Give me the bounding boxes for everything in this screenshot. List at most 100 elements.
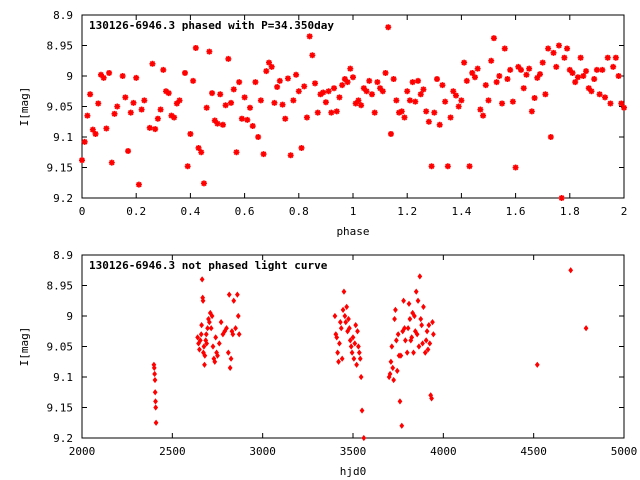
unphased-data-point <box>231 297 237 304</box>
phased-data-point <box>165 90 172 97</box>
unphased-data-point <box>387 370 393 378</box>
phased-data-point <box>314 109 321 116</box>
phased-data-point <box>602 94 609 101</box>
phased-data-point <box>295 88 302 95</box>
unphased-data-point <box>337 340 342 347</box>
phased-data-point <box>390 76 397 83</box>
phased-data-point <box>125 148 132 155</box>
unphased-data-point <box>230 331 236 338</box>
unphased-y-tick-label: 9 <box>66 310 73 323</box>
unphased-data-point <box>389 343 395 350</box>
unphased-data-point <box>226 291 232 298</box>
unphased-data-point <box>202 352 208 359</box>
unphased-data-point <box>398 352 404 359</box>
unphased-data-point <box>347 337 353 344</box>
unphased-data-point <box>346 315 351 323</box>
unphased-data-point <box>203 331 209 338</box>
phased-data-point <box>176 97 183 104</box>
phased-data-point <box>282 115 289 122</box>
unphased-data-point <box>416 343 422 350</box>
phased-data-point <box>553 63 560 70</box>
phased-data-point <box>339 82 346 89</box>
phased-chart-title: 130126-6946.3 phased with P=34.350day <box>89 19 334 32</box>
phased-data-point <box>558 195 565 201</box>
unphased-data-point <box>341 288 347 295</box>
unphased-data-point <box>350 334 356 341</box>
phased-data-point <box>350 74 356 81</box>
phased-x-tick-label: 2 <box>621 205 628 218</box>
unphased-y-tick-label: 8.95 <box>47 280 74 293</box>
phased-y-tick-label: 9.05 <box>47 101 74 114</box>
phased-data-point <box>401 114 408 121</box>
unphased-data-point <box>153 404 159 411</box>
unphased-data-point <box>393 337 399 344</box>
phased-data-point <box>385 24 392 31</box>
unphased-data-point <box>399 422 405 429</box>
phased-data-point <box>168 112 175 119</box>
phased-data-point <box>312 80 319 87</box>
unphased-x-tick-label: 5000 <box>611 445 638 458</box>
phased-data-point <box>160 66 167 73</box>
unphased-data-point <box>204 340 210 347</box>
unphased-data-point <box>419 322 425 329</box>
phased-data-point <box>268 63 275 70</box>
phased-data-point <box>488 57 495 64</box>
unphased-data-point <box>414 331 420 338</box>
phased-data-point <box>374 79 381 86</box>
unphased-data-point <box>339 355 345 362</box>
phased-data-point <box>219 121 226 128</box>
phased-data-point <box>610 63 617 70</box>
phased-x-tick-label: 0.4 <box>180 205 200 218</box>
unphased-data-point <box>340 306 346 313</box>
phased-data-point <box>504 76 511 83</box>
phased-data-point <box>108 159 115 166</box>
phased-data-point <box>328 109 335 116</box>
phased-data-point <box>341 76 348 83</box>
phased-data-point <box>236 79 243 86</box>
unphased-data-point <box>418 315 424 323</box>
unphased-data-point <box>568 267 574 274</box>
phased-data-point <box>466 163 473 170</box>
phased-data-point <box>439 82 446 89</box>
phased-data-point <box>377 85 384 92</box>
unphased-data-point <box>388 358 394 365</box>
phased-data-point <box>206 48 213 55</box>
phased-data-point <box>368 91 375 98</box>
unphased-data-point <box>334 334 340 341</box>
phased-data-point <box>588 88 595 95</box>
phased-data-point <box>531 94 538 101</box>
unphased-data-point <box>583 325 589 332</box>
unphased-data-point <box>332 312 338 320</box>
phased-data-point <box>133 74 140 81</box>
phased-data-point <box>111 110 118 117</box>
phased-data-point <box>515 63 522 70</box>
phased-data-point <box>333 108 340 115</box>
phased-data-point <box>230 86 237 93</box>
phased-data-point <box>485 97 492 104</box>
unphased-data-point <box>200 297 206 304</box>
phased-data-point <box>141 97 148 104</box>
phased-data-point <box>615 73 622 79</box>
phased-y-axis-label: I[mag] <box>18 87 31 127</box>
unphased-data-point <box>152 376 158 384</box>
unphased-data-point <box>152 370 158 378</box>
phased-data-point <box>119 73 126 79</box>
phased-data-point <box>379 88 386 95</box>
unphased-data-point <box>426 322 432 329</box>
phased-data-point <box>192 44 199 51</box>
phased-data-point <box>447 114 454 121</box>
unphased-y-tick-label: 9.1 <box>53 371 73 384</box>
unphased-data-point <box>427 340 433 347</box>
phased-data-point <box>203 104 210 111</box>
phased-y-tick-label: 9.15 <box>47 162 74 175</box>
phased-data-point <box>393 97 400 104</box>
unphased-x-tick-label: 2500 <box>159 445 186 458</box>
unphased-data-point <box>235 312 241 320</box>
unphased-data-point <box>198 331 204 338</box>
phased-data-point <box>396 109 403 116</box>
phased-data-point <box>585 85 592 92</box>
unphased-data-point <box>417 273 423 280</box>
phased-data-point <box>290 97 297 104</box>
phased-data-point <box>154 115 161 122</box>
phased-data-point <box>100 74 107 81</box>
